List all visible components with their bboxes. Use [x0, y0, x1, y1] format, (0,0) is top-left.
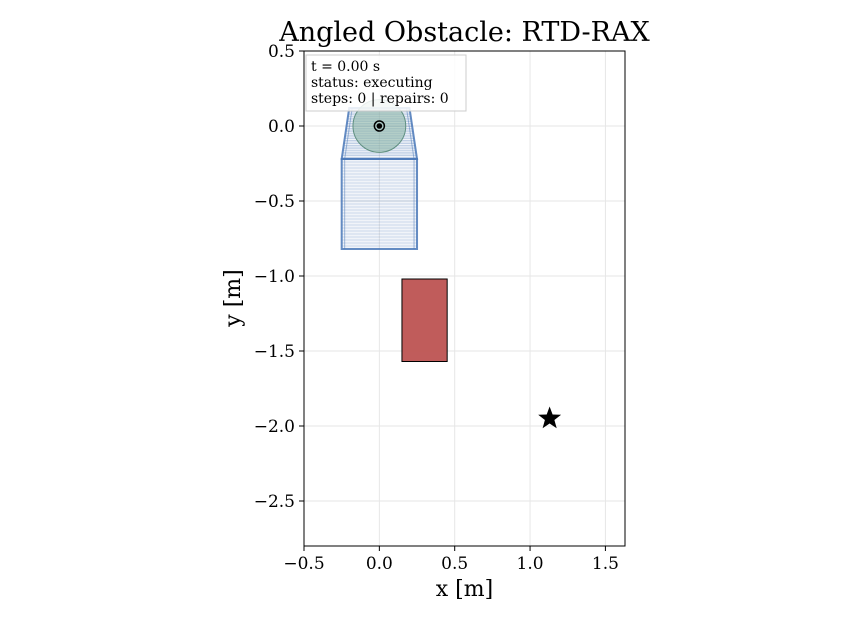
- y-tick-label: −0.5: [254, 192, 295, 212]
- reach-edge-right: [405, 107, 415, 160]
- info-steps: steps: 0 | repairs: 0: [311, 91, 449, 107]
- x-tick-label: −0.5: [283, 554, 324, 574]
- y-tick-label: −2.0: [254, 417, 295, 437]
- grid-lines: [303, 50, 625, 546]
- x-tick-label: 0.5: [441, 554, 468, 574]
- robot-center-marker: [376, 123, 383, 129]
- obstacle-rectangle: [401, 278, 448, 362]
- y-tick-label: −1.0: [254, 267, 295, 287]
- x-axis-ticks: −0.5 0.0 0.5 1.0 1.5: [283, 546, 619, 574]
- y-axis-ticks: 0.5 0.0 −0.5 −1.0 −1.5 −2.0 −2.5: [254, 42, 304, 512]
- axes-frame: [303, 50, 626, 547]
- info-box-background: [305, 54, 467, 112]
- info-box: t = 0.00 s status: executing steps: 0 | …: [305, 54, 467, 112]
- robot-center-ring: [373, 120, 386, 132]
- info-status: status: executing: [311, 75, 433, 91]
- y-tick-label: 0.0: [268, 117, 295, 137]
- y-tick-label: −2.5: [254, 492, 295, 512]
- y-tick-label: 0.5: [268, 42, 295, 62]
- goal-star-icon: [538, 406, 562, 429]
- x-tick-label: 0.0: [366, 554, 393, 574]
- x-tick-label: 1.0: [517, 554, 544, 574]
- reach-lower-outline: [340, 158, 419, 250]
- y-tick-label: −1.5: [254, 342, 295, 362]
- x-axis-label: x [m]: [436, 577, 493, 602]
- reach-edge-left: [344, 107, 353, 160]
- info-time: t = 0.00 s: [311, 59, 380, 75]
- x-tick-label: 1.5: [592, 554, 619, 574]
- y-axis-label: y [m]: [221, 269, 246, 327]
- chart-title: Angled Obstacle: RTD-RAX: [278, 17, 650, 48]
